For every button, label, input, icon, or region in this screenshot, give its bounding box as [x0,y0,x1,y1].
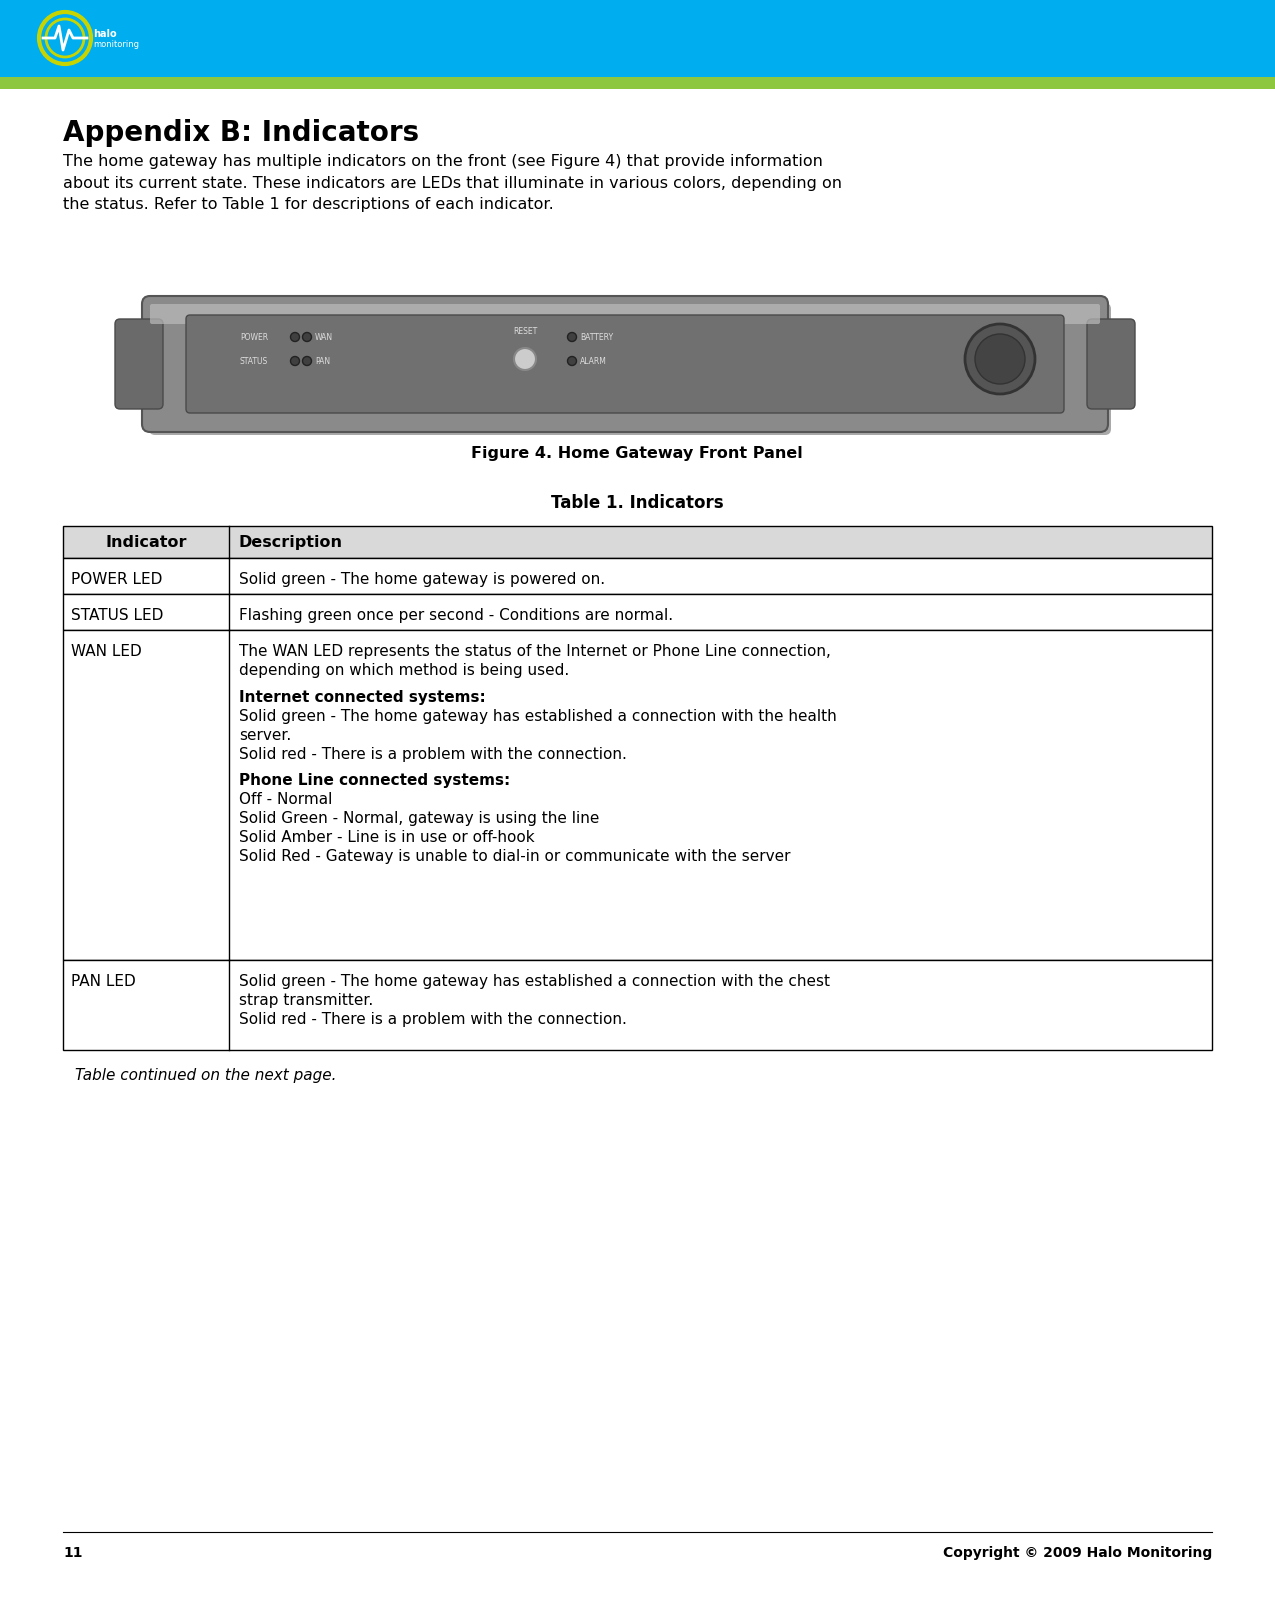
Text: Solid Red - Gateway is unable to dial-in or communicate with the server: Solid Red - Gateway is unable to dial-in… [238,850,790,864]
Text: STATUS LED: STATUS LED [71,608,163,623]
Ellipse shape [291,357,300,365]
Text: BATTERY: BATTERY [580,333,613,341]
Text: Copyright © 2009 Halo Monitoring: Copyright © 2009 Halo Monitoring [942,1546,1213,1561]
Text: WAN LED: WAN LED [71,644,142,660]
Text: Figure 4. Home Gateway Front Panel: Figure 4. Home Gateway Front Panel [472,446,803,462]
Text: Solid Green - Normal, gateway is using the line: Solid Green - Normal, gateway is using t… [238,811,599,825]
Text: WAN: WAN [315,333,333,341]
Text: 11: 11 [62,1546,83,1561]
Text: POWER LED: POWER LED [71,573,162,587]
Text: RESET: RESET [513,327,537,336]
Text: STATUS: STATUS [240,357,268,365]
Text: Phone Line connected systems:: Phone Line connected systems: [238,774,510,788]
Bar [0,0,1275,77]
Text: halo: halo [93,29,116,39]
Text: Table 1. Indicators: Table 1. Indicators [551,494,723,512]
Text: The home gateway has multiple indicators on the front (see Figure 4) that provid: The home gateway has multiple indicators… [62,154,842,212]
Text: ALARM: ALARM [580,357,607,365]
FancyBboxPatch shape [115,319,163,409]
Text: Internet connected systems:: Internet connected systems: [238,690,486,705]
Text: Flashing green once per second - Conditions are normal.: Flashing green once per second - Conditi… [238,608,673,623]
Bar [62,631,1213,961]
Bar [62,558,1213,594]
Text: Solid green - The home gateway has established a connection with the chest: Solid green - The home gateway has estab… [238,973,830,990]
Ellipse shape [567,357,576,365]
Text: Appendix B: Indicators: Appendix B: Indicators [62,119,419,146]
Text: POWER: POWER [240,333,268,341]
Text: monitoring: monitoring [93,40,139,48]
FancyBboxPatch shape [150,304,1100,323]
Ellipse shape [302,333,311,341]
Text: The WAN LED represents the status of the Internet or Phone Line connection,: The WAN LED represents the status of the… [238,644,831,660]
Text: Solid green - The home gateway is powered on.: Solid green - The home gateway is powere… [238,573,606,587]
Text: Solid green - The home gateway has established a connection with the health: Solid green - The home gateway has estab… [238,708,836,724]
Ellipse shape [567,333,576,341]
Text: PAN: PAN [315,357,330,365]
Bar [62,594,1213,631]
Text: strap transmitter.: strap transmitter. [238,993,374,1007]
Bar [62,526,1213,558]
Text: PAN LED: PAN LED [71,973,135,990]
FancyBboxPatch shape [1088,319,1135,409]
Text: Solid red - There is a problem with the connection.: Solid red - There is a problem with the … [238,1012,627,1027]
Text: Indicator: Indicator [106,534,186,550]
Ellipse shape [975,335,1025,385]
FancyBboxPatch shape [149,302,1111,434]
Bar [62,961,1213,1051]
FancyBboxPatch shape [142,296,1108,431]
Ellipse shape [302,357,311,365]
Ellipse shape [965,323,1035,394]
Text: Description: Description [238,534,343,550]
Ellipse shape [291,333,300,341]
FancyBboxPatch shape [186,315,1065,414]
Bar [0,77,1275,88]
Text: depending on which method is being used.: depending on which method is being used. [238,663,569,677]
Text: Table continued on the next page.: Table continued on the next page. [75,1068,337,1083]
Text: Solid Amber - Line is in use or off-hook: Solid Amber - Line is in use or off-hook [238,830,534,845]
Text: Off - Normal: Off - Normal [238,792,333,808]
Text: server.: server. [238,727,291,743]
Text: Solid red - There is a problem with the connection.: Solid red - There is a problem with the … [238,747,627,761]
Ellipse shape [514,348,536,370]
